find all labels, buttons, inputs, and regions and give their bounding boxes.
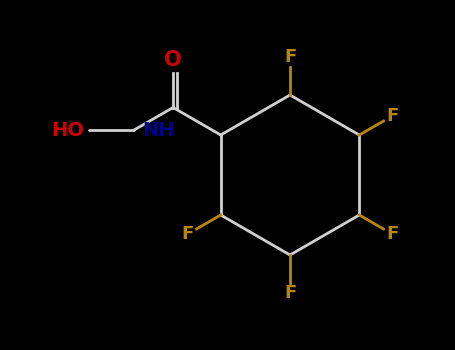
Text: F: F bbox=[182, 225, 194, 243]
Text: F: F bbox=[386, 107, 398, 125]
Text: HO: HO bbox=[51, 120, 84, 140]
Text: F: F bbox=[386, 225, 398, 243]
Text: F: F bbox=[284, 284, 296, 302]
Text: F: F bbox=[284, 48, 296, 66]
Text: NH: NH bbox=[142, 120, 175, 140]
Text: O: O bbox=[164, 49, 182, 70]
